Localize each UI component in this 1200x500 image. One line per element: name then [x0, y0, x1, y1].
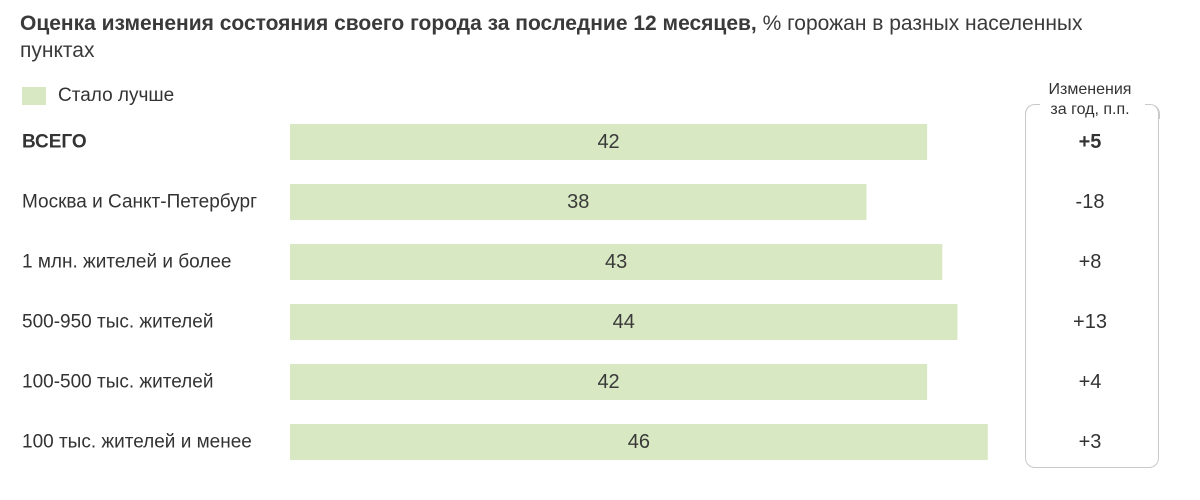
change-box-corner-left	[1025, 104, 1040, 119]
change-value-label: +8	[1079, 251, 1102, 273]
bar	[290, 184, 867, 220]
legend-label: Стало лучше	[58, 85, 175, 106]
change-column-box	[1025, 104, 1159, 468]
chart-title: Оценка изменения состояния своего города…	[20, 10, 1150, 64]
legend: Стало лучше	[22, 84, 174, 108]
category-label: 100 тыс. жителей и менее	[22, 432, 252, 453]
bar-value-label: 42	[597, 131, 619, 153]
change-header-line1: Изменения	[1048, 81, 1132, 98]
bar	[290, 424, 988, 460]
chart-title-main: Оценка изменения состояния своего города…	[20, 12, 757, 35]
change-value-label: +3	[1079, 431, 1102, 453]
category-label: 500-950 тыс. жителей	[22, 312, 213, 333]
change-box-corner-right	[1145, 104, 1160, 119]
change-value-label: +5	[1079, 131, 1102, 153]
chart-title-sub: % горожан в разных населенных пунктах	[20, 12, 1083, 62]
change-value-label: -18	[1076, 191, 1105, 213]
bar	[290, 304, 958, 340]
change-header-line2: за год, п.п.	[1050, 101, 1130, 118]
category-label: 1 млн. жителей и более	[22, 252, 231, 273]
change-value-label: +4	[1079, 371, 1102, 393]
bar-value-label: 38	[567, 191, 589, 213]
bar	[290, 244, 943, 280]
legend-swatch	[22, 87, 46, 105]
bar-value-label: 46	[628, 431, 650, 453]
category-label: Москва и Санкт-Петербург	[22, 192, 257, 213]
bar-value-label: 43	[605, 251, 627, 273]
bar-value-label: 42	[597, 371, 619, 393]
bar-value-label: 44	[613, 311, 635, 333]
change-column-header: Изменения за год, п.п.	[1030, 80, 1150, 120]
category-label: ВСЕГО	[22, 132, 87, 153]
bar	[290, 364, 928, 400]
category-label: 100-500 тыс. жителей	[22, 372, 213, 393]
bar	[290, 124, 928, 160]
change-value-label: +13	[1073, 311, 1107, 333]
